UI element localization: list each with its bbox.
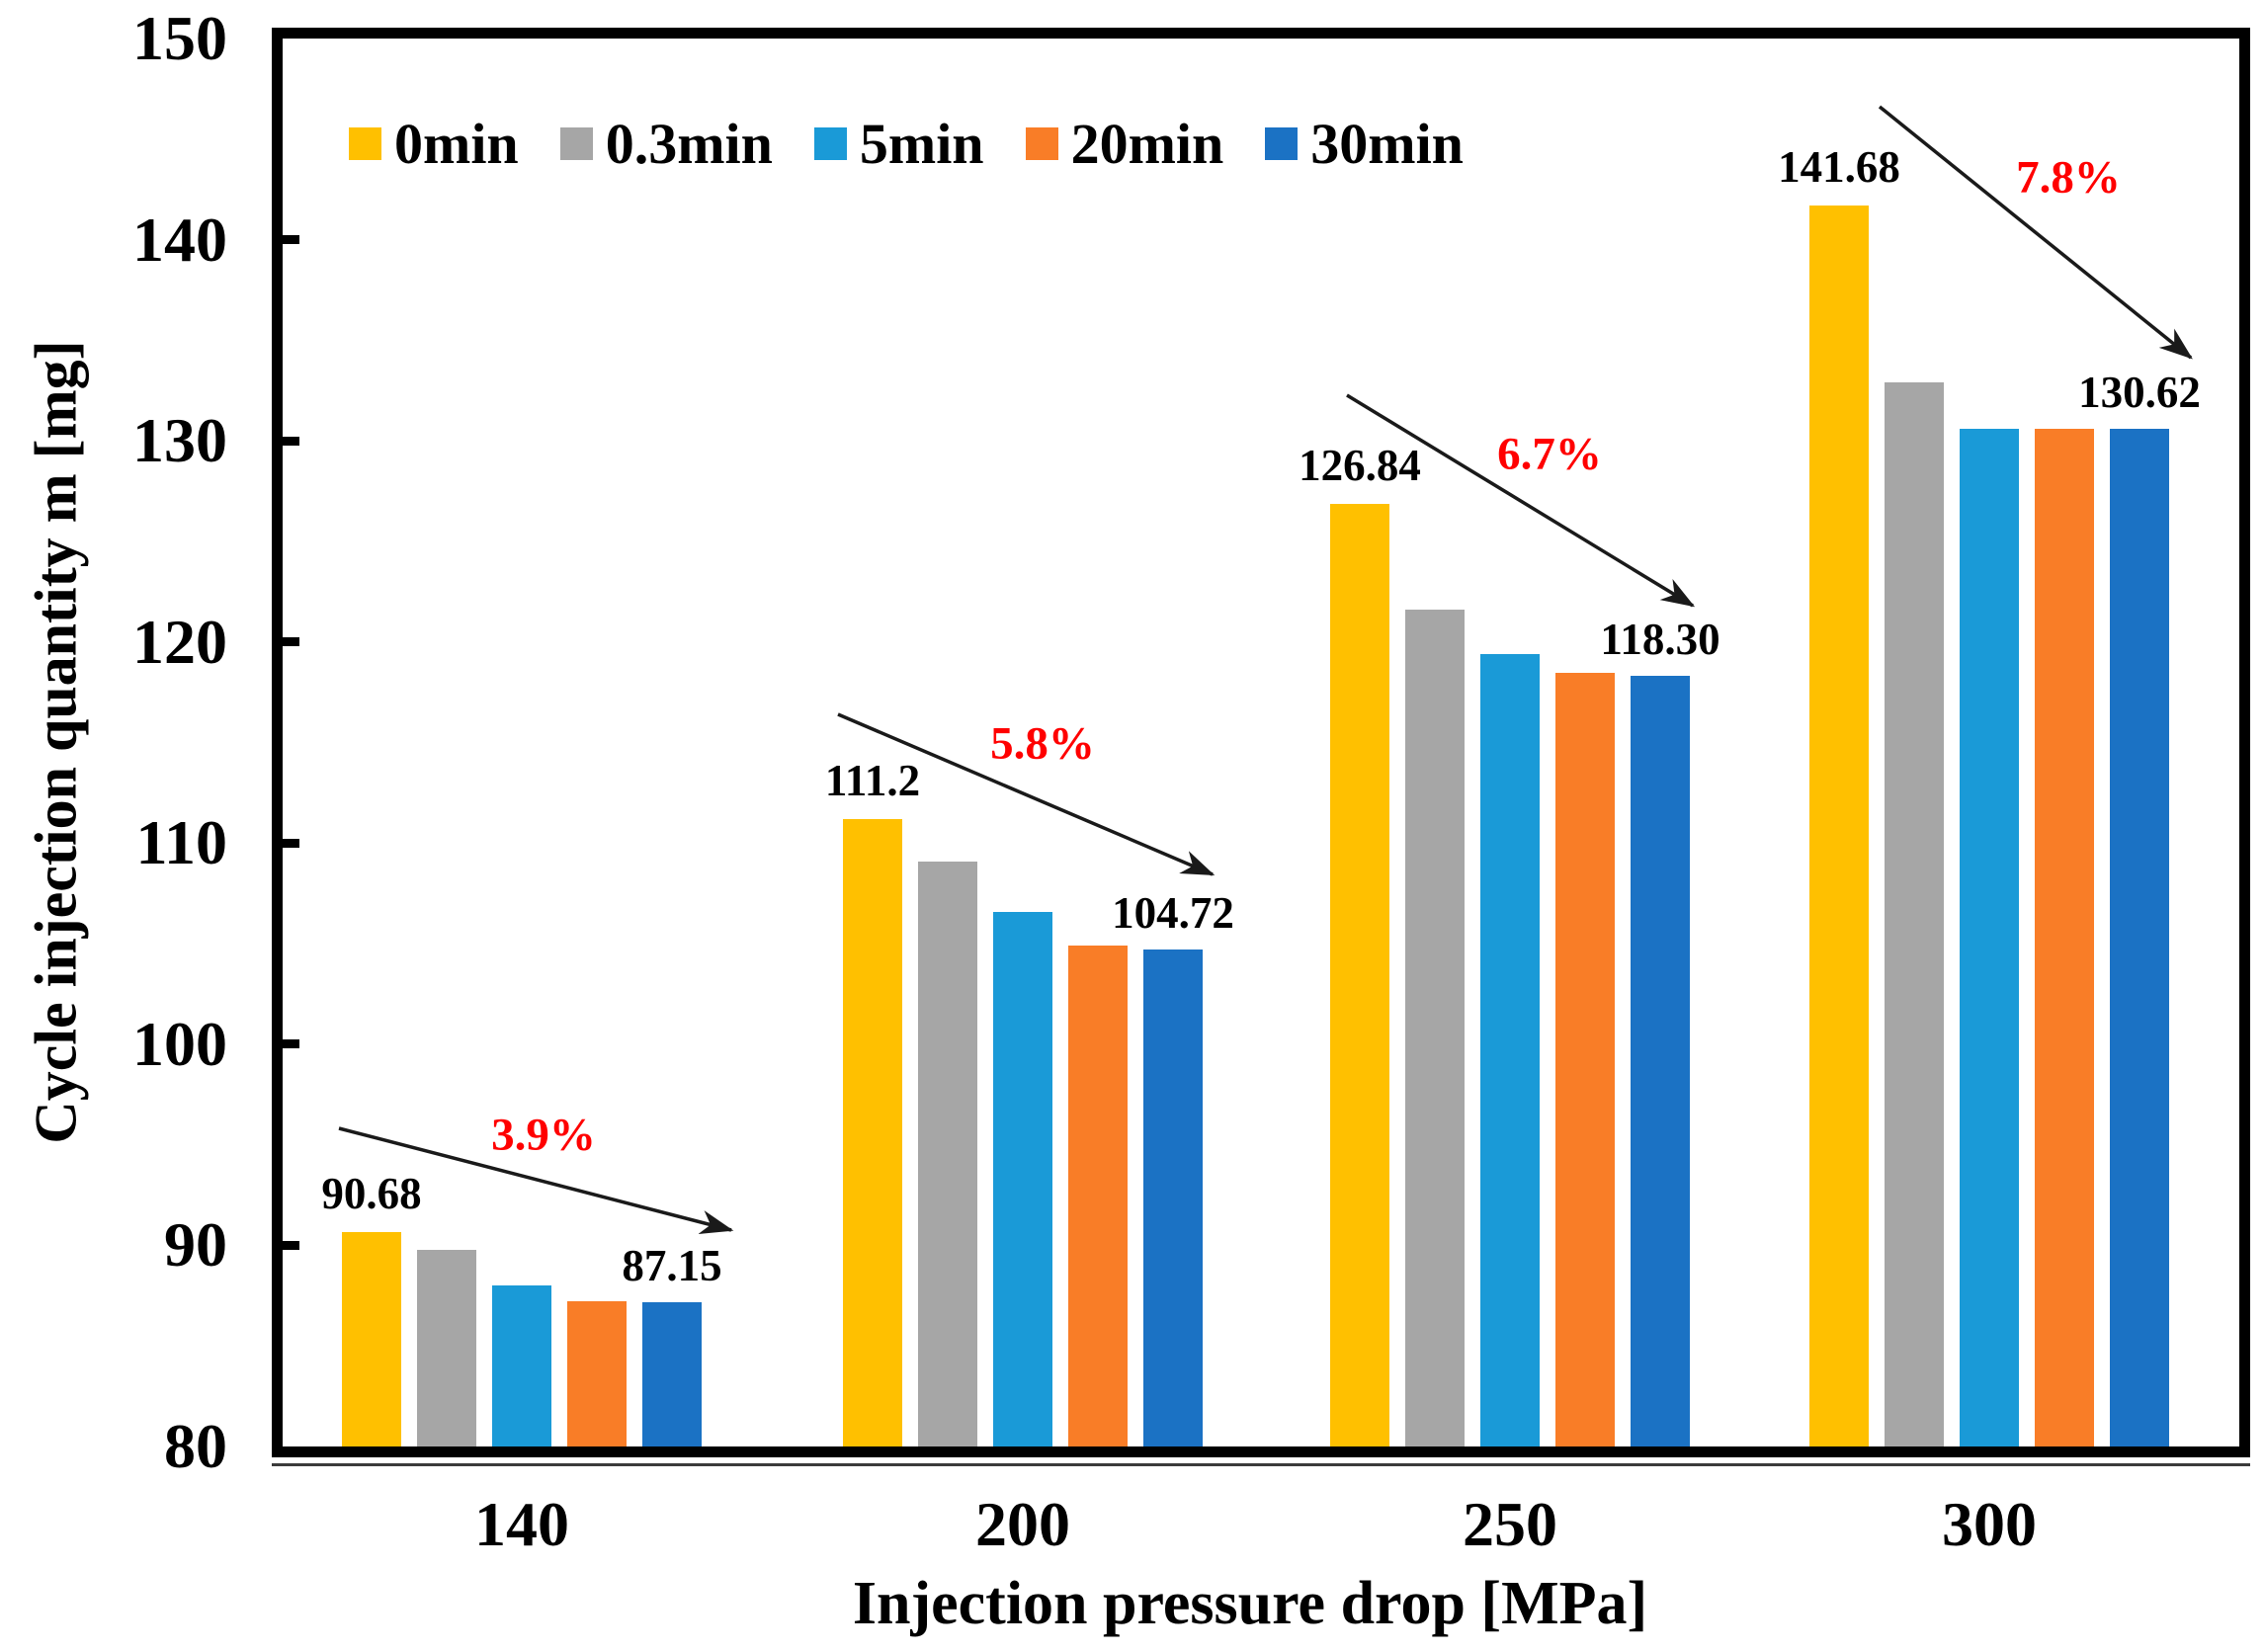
decline-arrow-140	[338, 1126, 734, 1235]
legend-item-0.3min: 0.3min	[559, 111, 773, 177]
legend-label-0.3min: 0.3min	[605, 112, 773, 176]
legend-item-5min: 5min	[813, 111, 984, 177]
axis-baseline-shadow	[272, 1463, 2250, 1466]
legend-swatch-0.3min	[559, 127, 593, 160]
legend-label-20min: 20min	[1070, 112, 1224, 176]
legend-swatch-20min	[1025, 127, 1058, 160]
x-axis-title: Injection pressure drop [MPa]	[852, 1570, 1648, 1637]
legend-swatch-5min	[813, 127, 847, 160]
legend: 0min 0.3min 5min 20min 30min	[349, 111, 1464, 177]
legend-item-0min: 0min	[349, 111, 519, 177]
decline-arrow-300	[1878, 105, 2193, 360]
legend-label-0min: 0min	[394, 112, 519, 176]
decline-arrow-200	[837, 712, 1216, 876]
legend-swatch-30min	[1265, 127, 1299, 160]
legend-label-30min: 30min	[1310, 112, 1464, 176]
legend-item-30min: 30min	[1265, 111, 1464, 177]
legend-label-5min: 5min	[859, 112, 984, 176]
decline-arrow-250	[1346, 393, 1696, 608]
legend-swatch-0min	[349, 127, 381, 160]
legend-item-20min: 20min	[1025, 111, 1224, 177]
